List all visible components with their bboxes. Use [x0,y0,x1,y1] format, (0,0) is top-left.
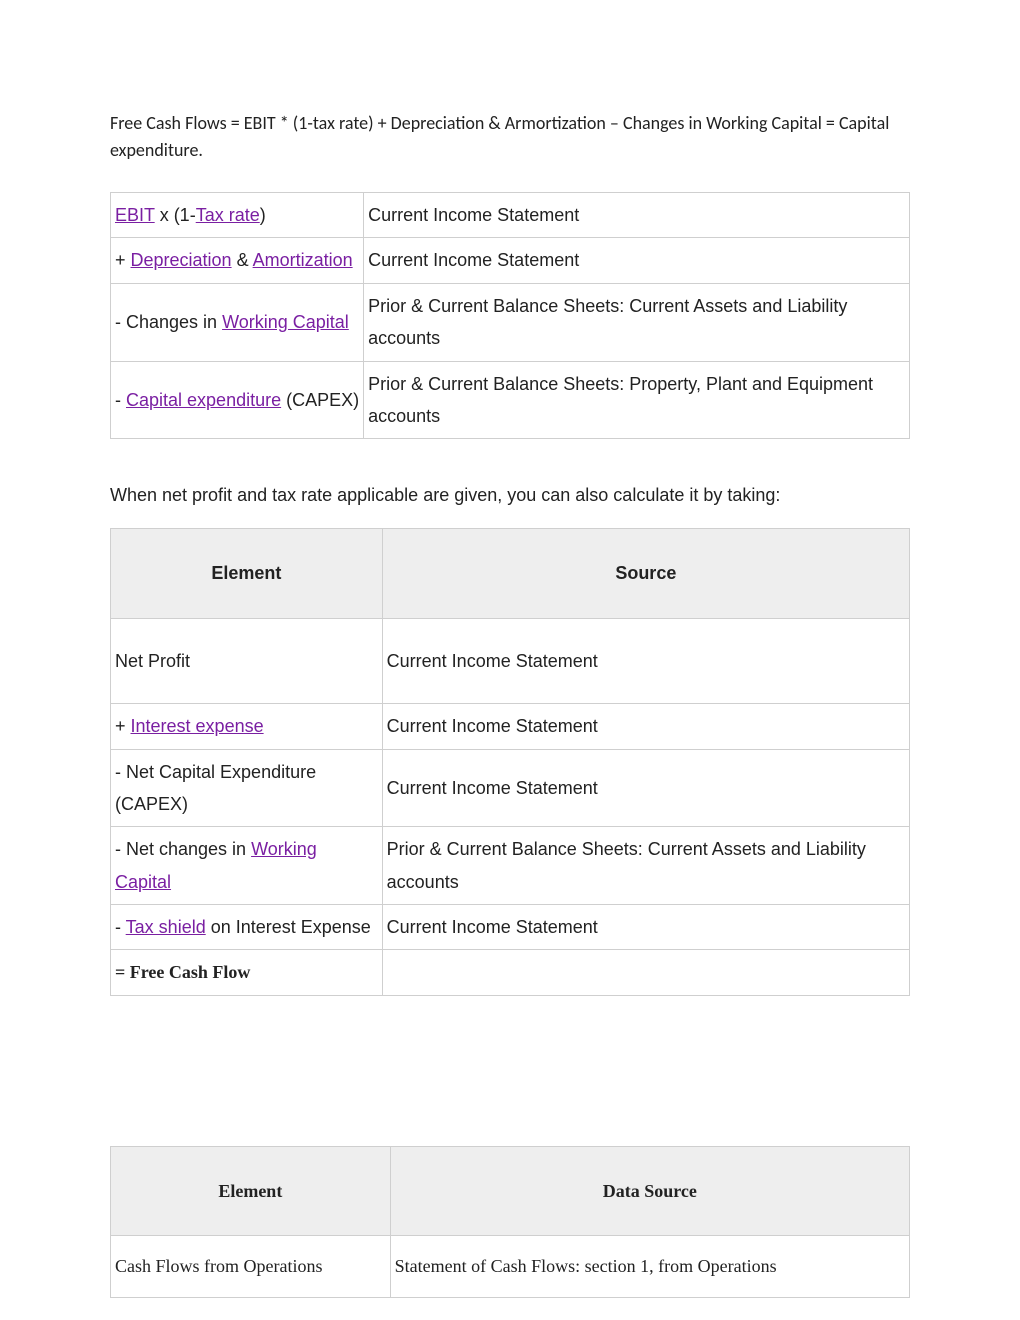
table-3: Element Data Source Cash Flows from Oper… [110,1146,910,1298]
table-row: - Changes in Working CapitalPrior & Curr… [111,283,910,361]
link[interactable]: Capital expenditure [126,390,281,410]
element-cell: - Net changes in Working Capital [111,827,383,905]
source-cell: Prior & Current Balance Sheets: Current … [364,283,910,361]
element-cell: - Net Capital Expenditure (CAPEX) [111,749,383,827]
source-cell: Prior & Current Balance Sheets: Current … [382,827,909,905]
table3-header-source: Data Source [390,1146,909,1235]
source-cell: Current Income Statement [364,238,910,283]
source-cell: Current Income Statement [382,704,909,749]
source-cell: Statement of Cash Flows: section 1, from… [390,1236,909,1297]
table-row: EBIT x (1-Tax rate)Current Income Statem… [111,193,910,238]
between-text: When net profit and tax rate applicable … [110,485,910,506]
element-cell: + Depreciation & Amortization [111,238,364,283]
link[interactable]: Depreciation [131,250,232,270]
link[interactable]: Working Capital [115,839,317,891]
element-cell: EBIT x (1-Tax rate) [111,193,364,238]
table2-header-source: Source [382,529,909,618]
formula-text: Free Cash Flows = EBIT * (1-tax rate) + … [110,110,910,164]
link[interactable]: Tax rate [196,205,260,225]
table-row: Cash Flows from OperationsStatement of C… [111,1236,910,1297]
element-cell: + Interest expense [111,704,383,749]
source-cell: Current Income Statement [382,749,909,827]
table-row: - Tax shield on Interest ExpenseCurrent … [111,905,910,950]
source-cell: Current Income Statement [382,905,909,950]
source-cell [382,950,909,995]
table-row: - Capital expenditure (CAPEX)Prior & Cur… [111,361,910,439]
table3-header-element: Element [111,1146,391,1235]
element-cell: Cash Flows from Operations [111,1236,391,1297]
source-cell: Current Income Statement [364,193,910,238]
table-row: + Depreciation & AmortizationCurrent Inc… [111,238,910,283]
source-cell: Current Income Statement [382,618,909,703]
table-row: - Net changes in Working CapitalPrior & … [111,827,910,905]
table-1: EBIT x (1-Tax rate)Current Income Statem… [110,192,910,439]
table-row: = Free Cash Flow [111,950,910,995]
link[interactable]: Tax shield [126,917,206,937]
table-row: Net ProfitCurrent Income Statement [111,618,910,703]
element-cell: - Capital expenditure (CAPEX) [111,361,364,439]
element-cell: - Changes in Working Capital [111,283,364,361]
link[interactable]: Amortization [253,250,353,270]
link[interactable]: Interest expense [131,716,264,736]
link[interactable]: Working Capital [222,312,349,332]
element-cell: - Tax shield on Interest Expense [111,905,383,950]
element-cell: = Free Cash Flow [111,950,383,995]
link[interactable]: EBIT [115,205,155,225]
source-cell: Prior & Current Balance Sheets: Property… [364,361,910,439]
table-row: - Net Capital Expenditure (CAPEX)Current… [111,749,910,827]
table-2: Element Source Net ProfitCurrent Income … [110,528,910,996]
element-cell: Net Profit [111,618,383,703]
table2-header-element: Element [111,529,383,618]
table-row: + Interest expenseCurrent Income Stateme… [111,704,910,749]
